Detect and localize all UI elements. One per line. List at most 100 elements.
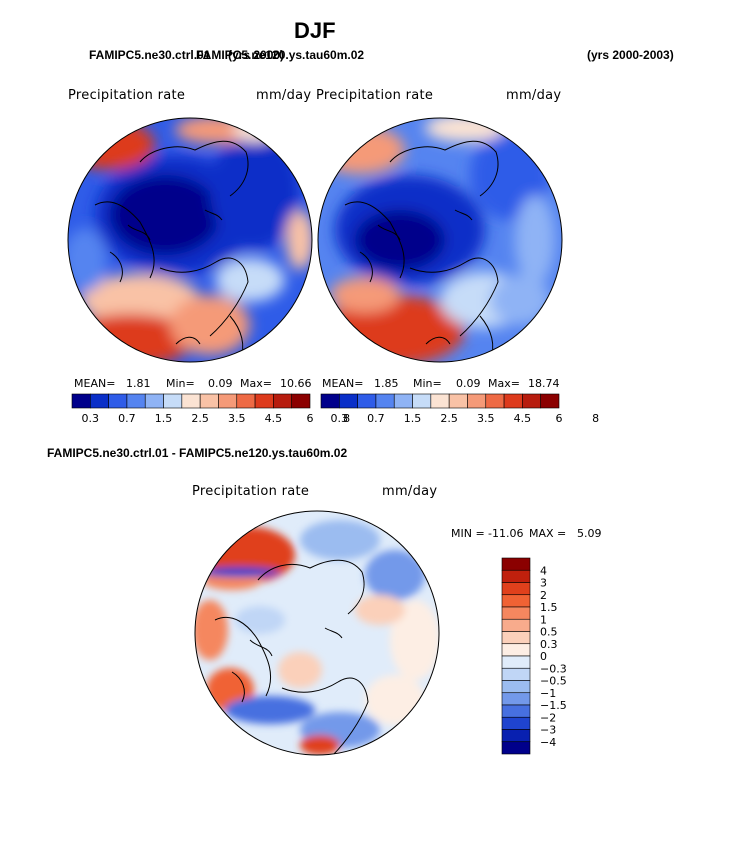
panel3-colorbar-tick-label: −0.5 bbox=[540, 675, 567, 688]
diff-min-value: -11.06 bbox=[488, 527, 524, 540]
left-years: (yrs 2000) bbox=[228, 48, 285, 62]
panel2-colorbar-swatch bbox=[485, 393, 505, 409]
panel1-colorbar-swatch bbox=[218, 393, 238, 409]
panel3-colorbar-tick-label: 4 bbox=[540, 564, 547, 577]
panel1-colorbar: 0.3 0.7 1.5 2.5 3.5 4.5 6 8 bbox=[71, 393, 350, 425]
panel2-colorbar-tick-label: 4.5 bbox=[514, 412, 532, 425]
panel2-units: mm/day bbox=[506, 88, 562, 103]
panel1-colorbar-tick-label: 6 bbox=[307, 412, 314, 425]
diff-max-label: MAX = bbox=[529, 527, 567, 540]
panel3-colorbar-tick-label: 2 bbox=[540, 589, 547, 602]
panel1-min-value: 0.09 bbox=[208, 377, 233, 390]
panel2-colorbar-swatch bbox=[357, 393, 377, 409]
panel1-colorbar-tick-label: 0.7 bbox=[118, 412, 136, 425]
panel3-variable: Precipitation rate bbox=[192, 484, 310, 499]
panel2-colorbar-swatch bbox=[375, 393, 395, 409]
panel3-colorbar-tick-label: 0.3 bbox=[540, 638, 558, 651]
panel2-colorbar-tick-label: 0.7 bbox=[367, 412, 385, 425]
panel1-colorbar-swatch bbox=[181, 393, 201, 409]
panel3-colorbar-tick-label: −4 bbox=[540, 736, 556, 749]
panel1-colorbar-swatch bbox=[108, 393, 128, 409]
panel2-colorbar-tick-label: 8 bbox=[592, 412, 599, 425]
panel3-colorbar-tick-label: −1 bbox=[540, 687, 556, 700]
panel3-colorbar-swatch bbox=[501, 569, 531, 583]
panel3-colorbar-swatch bbox=[501, 716, 531, 730]
panel1-max-label: Max= bbox=[240, 377, 272, 390]
panel2-mean-label: MEAN= bbox=[322, 377, 364, 390]
panel1-map-border bbox=[67, 117, 313, 363]
panel3-colorbar-tick-label: −1.5 bbox=[540, 699, 567, 712]
panel1-mean-label: MEAN= bbox=[74, 377, 116, 390]
panel3-colorbar-swatch bbox=[501, 692, 531, 706]
panel1-colorbar-tick-label: 0.3 bbox=[82, 412, 100, 425]
panel2-colorbar-tick-label: 1.5 bbox=[404, 412, 422, 425]
panel2-colorbar-tick-label: 0.3 bbox=[331, 412, 349, 425]
panel3-colorbar-tick-label: 0 bbox=[540, 650, 547, 663]
figure-title: DJF bbox=[294, 18, 336, 43]
panel2-max-value: 18.74 bbox=[528, 377, 560, 390]
panel3-colorbar-tick-label: 0.5 bbox=[540, 626, 558, 639]
panel2-colorbar-tick-label: 2.5 bbox=[440, 412, 458, 425]
right-years: (yrs 2000-2003) bbox=[587, 48, 674, 62]
panel3-colorbar-tick-label: −2 bbox=[540, 711, 556, 724]
panel3-colorbar-swatch bbox=[501, 606, 531, 620]
panel2-max-label: Max= bbox=[488, 377, 520, 390]
panel2-colorbar: 0.3 0.7 1.5 2.5 3.5 4.5 6 8 bbox=[320, 393, 599, 425]
panel3-colorbar-swatch bbox=[501, 680, 531, 694]
panel3-map bbox=[195, 511, 439, 755]
panel1-colorbar-swatch bbox=[126, 393, 146, 409]
panel3-colorbar-tick-label: 1 bbox=[540, 613, 547, 626]
panel1-units: mm/day bbox=[256, 88, 312, 103]
panel2-map-border bbox=[317, 117, 563, 363]
panel1-colorbar-tick-label: 4.5 bbox=[265, 412, 283, 425]
panel2-colorbar-swatch bbox=[339, 393, 358, 409]
diff-max-value: 5.09 bbox=[577, 527, 602, 540]
panel2-min-label: Min= bbox=[413, 377, 442, 390]
panel3-map-border bbox=[194, 510, 440, 756]
panel1-map bbox=[68, 118, 312, 362]
panel3-colorbar-swatch bbox=[501, 557, 531, 571]
panel2-colorbar-swatch bbox=[393, 393, 413, 409]
panel3-colorbar-swatch bbox=[501, 655, 531, 669]
panel1-colorbar-swatch bbox=[254, 393, 274, 409]
panel2-variable: Precipitation rate bbox=[316, 88, 434, 103]
panel2-min-value: 0.09 bbox=[456, 377, 481, 390]
panel2-colorbar-swatch bbox=[448, 393, 468, 409]
panel2-colorbar-swatch bbox=[412, 393, 432, 409]
panel2-colorbar-swatch bbox=[503, 393, 523, 409]
panel2-colorbar-swatch bbox=[540, 393, 560, 409]
panel1-colorbar-swatch bbox=[163, 393, 183, 409]
panel1-colorbar-tick-label: 2.5 bbox=[191, 412, 209, 425]
panel1-colorbar-tick-label: 3.5 bbox=[228, 412, 246, 425]
panel3-colorbar-swatch bbox=[501, 704, 531, 718]
panel1-colorbar-swatch bbox=[71, 393, 91, 409]
panel3-colorbar-swatch bbox=[501, 582, 531, 596]
panel2-map bbox=[318, 118, 562, 362]
panel1-colorbar-tick-label: 1.5 bbox=[155, 412, 173, 425]
panel3-units: mm/day bbox=[382, 484, 438, 499]
panel1-colorbar-swatch bbox=[90, 393, 109, 409]
panel3-colorbar-tick-label: 1.5 bbox=[540, 601, 558, 614]
left-case-name: FAMIPC5.ne30.ctrl.01 bbox=[89, 48, 211, 62]
panel3-colorbar-swatch bbox=[501, 729, 531, 743]
panel1-colorbar-tick-label: 8 bbox=[343, 412, 350, 425]
panel1-mean-value: 1.81 bbox=[126, 377, 151, 390]
panel1-variable: Precipitation rate bbox=[68, 88, 186, 103]
panel3-colorbar-swatch bbox=[501, 631, 531, 645]
panel3-colorbar-tick-label: −3 bbox=[540, 724, 556, 737]
panel3-colorbar-tick-label: −0.3 bbox=[540, 662, 567, 675]
panel3-colorbar-swatch bbox=[501, 741, 531, 755]
difference-title: FAMIPC5.ne30.ctrl.01 - FAMIPC5.ne120.ys.… bbox=[47, 446, 348, 460]
panel2-colorbar-swatch bbox=[522, 393, 541, 409]
panel1-colorbar-swatch bbox=[291, 393, 311, 409]
panel3-colorbar-swatch bbox=[501, 618, 531, 632]
panel1-min-label: Min= bbox=[166, 377, 195, 390]
panel2-colorbar-tick-label: 3.5 bbox=[477, 412, 495, 425]
panel2-colorbar-swatch bbox=[430, 393, 450, 409]
panel2-colorbar-swatch bbox=[467, 393, 487, 409]
overlap-case-name: FAMIPC5.ne120.ys.tau60m.02 bbox=[196, 48, 365, 62]
panel2-colorbar-swatch bbox=[320, 393, 340, 409]
panel2-colorbar-tick-label: 6 bbox=[556, 412, 563, 425]
